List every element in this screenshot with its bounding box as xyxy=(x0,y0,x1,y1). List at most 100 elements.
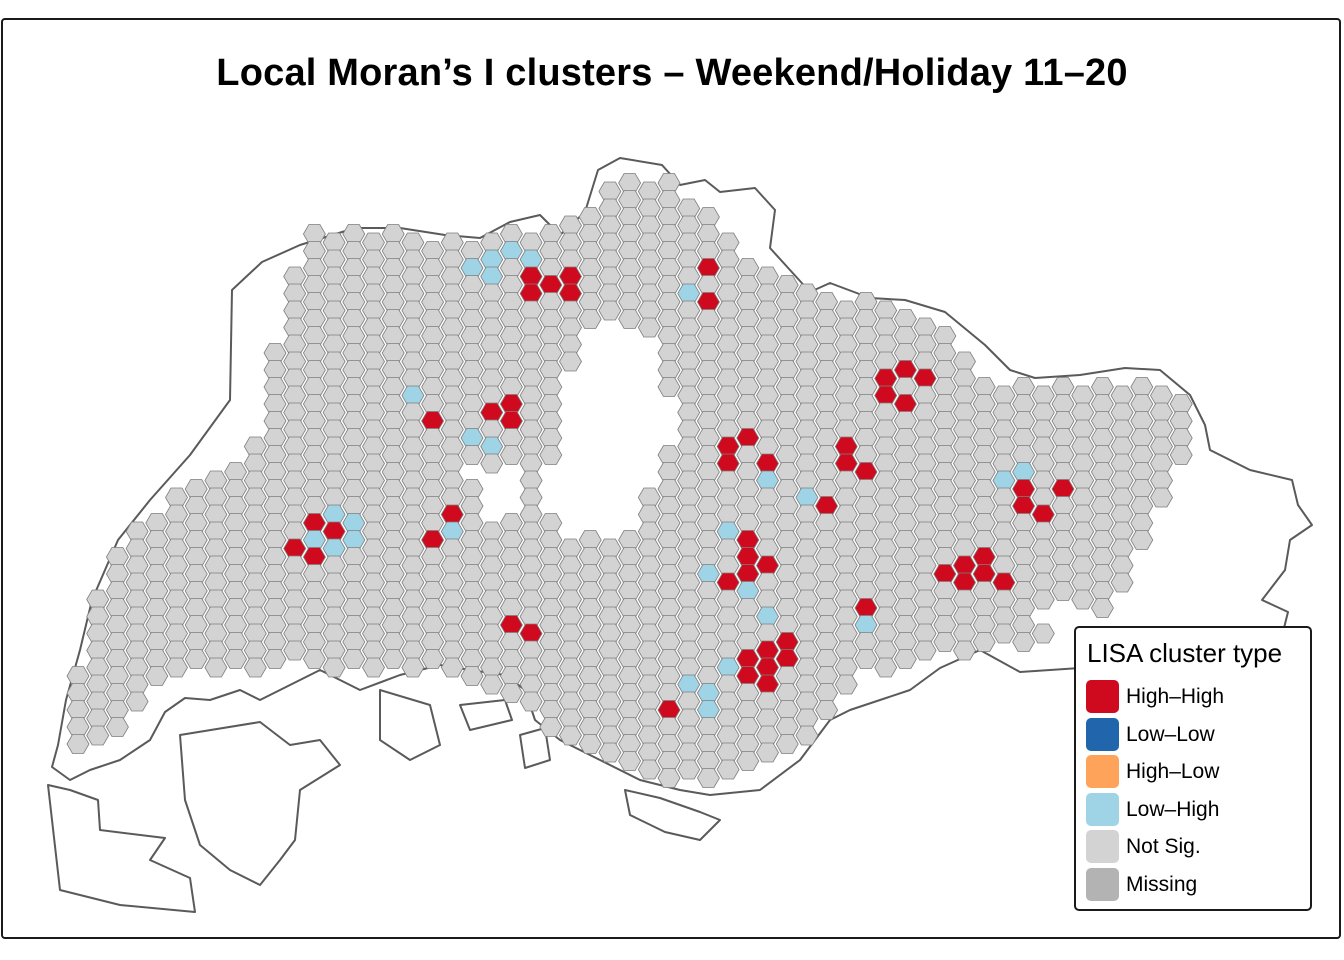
hex-cell-not-sig xyxy=(184,547,208,567)
hex-cell-not-sig xyxy=(263,598,287,618)
hex-cell-not-sig xyxy=(519,487,543,508)
hex-cell-not-sig xyxy=(637,640,661,661)
hex-cell-not-sig xyxy=(874,334,898,355)
hex-cell-not-sig xyxy=(421,649,445,669)
hex-cell-not-sig xyxy=(559,232,582,253)
hex-cell-not-sig xyxy=(1090,462,1114,482)
hex-cell-not-sig xyxy=(677,691,701,712)
hex-cell-not-sig xyxy=(716,504,740,525)
hex-cell-not-sig xyxy=(874,317,898,338)
hex-cell-not-sig xyxy=(66,700,90,720)
hex-cell-not-sig xyxy=(342,411,366,431)
hex-cell-not-sig xyxy=(539,700,563,720)
hex-cell-not-sig xyxy=(1051,496,1075,516)
hex-cell-not-sig xyxy=(677,589,701,610)
hex-cell-not-sig xyxy=(696,377,720,397)
hex-cell-not-sig xyxy=(243,589,267,610)
hex-cell-not-sig xyxy=(559,589,582,610)
hex-cell-not-sig xyxy=(756,589,779,610)
hex-cell-not-sig xyxy=(618,598,642,618)
hex-cell-not-sig xyxy=(184,581,208,601)
hex-cell-not-sig xyxy=(637,725,661,746)
hex-cell-not-sig xyxy=(480,589,504,610)
hex-cell-not-sig xyxy=(578,700,602,720)
hex-cell-high-high xyxy=(874,368,898,389)
hex-cell-not-sig xyxy=(322,266,346,287)
hex-cell-not-sig xyxy=(519,334,543,355)
hex-cell-not-sig xyxy=(578,564,602,584)
hex-cell-high-high xyxy=(815,496,839,516)
hex-cell-not-sig xyxy=(893,632,917,652)
hex-cell-not-sig xyxy=(677,385,701,406)
hex-cell-not-sig xyxy=(696,717,720,737)
hex-cell-not-sig xyxy=(401,640,425,661)
hex-cell-not-sig xyxy=(421,326,445,346)
hex-cell-low-high xyxy=(460,428,484,448)
hex-cell-high-high xyxy=(736,530,760,550)
hex-cell-not-sig xyxy=(539,632,563,652)
legend-label-high-high: High–High xyxy=(1126,685,1225,708)
legend-swatch-low-high xyxy=(1086,793,1119,826)
hex-cell-not-sig xyxy=(342,479,366,499)
hex-cell-not-sig xyxy=(913,487,937,508)
hex-cell-not-sig xyxy=(913,572,937,593)
hex-cell-not-sig xyxy=(460,241,484,261)
hex-cell-not-sig xyxy=(618,649,642,669)
hex-cell-not-sig xyxy=(401,555,425,576)
hex-cell-not-sig xyxy=(834,334,858,355)
hex-cell-not-sig xyxy=(756,487,779,508)
hex-cell-not-sig xyxy=(460,292,484,312)
hex-cell-not-sig xyxy=(815,343,839,363)
port-jetties xyxy=(379,689,551,769)
hex-cell-not-sig xyxy=(165,623,188,644)
hex-cell-not-sig xyxy=(105,598,129,618)
hex-cell-not-sig xyxy=(302,326,326,346)
hex-cell-not-sig xyxy=(421,581,445,601)
hex-cell-not-sig xyxy=(657,343,681,363)
hex-cell-not-sig xyxy=(1130,513,1154,533)
hex-cell-not-sig xyxy=(854,445,878,465)
hex-cell-not-sig xyxy=(716,674,740,695)
hex-cell-not-sig xyxy=(342,326,366,346)
hex-cell-not-sig xyxy=(736,598,760,618)
hex-cell-not-sig xyxy=(1090,479,1114,499)
hex-cell-not-sig xyxy=(677,232,701,253)
hex-cell-not-sig xyxy=(657,292,681,312)
hex-cell-not-sig xyxy=(499,292,523,312)
hex-cell-not-sig xyxy=(992,504,1016,525)
hex-cell-not-sig xyxy=(637,215,661,236)
hex-cell-not-sig xyxy=(1031,419,1055,440)
hex-cell-not-sig xyxy=(775,411,799,431)
hex-cell-not-sig xyxy=(618,309,642,329)
hex-cell-not-sig xyxy=(657,734,681,754)
hex-cell-not-sig xyxy=(657,768,681,788)
hex-cell-not-sig xyxy=(263,513,287,533)
hex-cell-not-sig xyxy=(421,479,445,499)
hex-cell-not-sig xyxy=(460,360,484,380)
hex-cell-high-high xyxy=(657,700,681,720)
legend-swatch-not-sig xyxy=(1086,830,1119,863)
hex-cell-not-sig xyxy=(362,504,385,525)
hex-cell-not-sig xyxy=(815,462,839,482)
hex-cell-not-sig xyxy=(657,564,681,584)
hex-cell-not-sig xyxy=(598,538,622,559)
hex-cell-not-sig xyxy=(421,615,445,635)
hex-cell-not-sig xyxy=(992,623,1016,644)
hex-cell-not-sig xyxy=(736,258,760,278)
hex-cell-not-sig xyxy=(165,555,188,576)
hex-cell-not-sig xyxy=(559,555,582,576)
sentosa-island xyxy=(624,789,721,841)
hex-cell-not-sig xyxy=(933,581,957,601)
hex-cell-not-sig xyxy=(499,326,523,346)
hex-cell-not-sig xyxy=(362,317,385,338)
hex-cell-not-sig xyxy=(302,462,326,482)
hex-cell-not-sig xyxy=(1150,470,1173,491)
hex-cell-not-sig xyxy=(204,521,228,542)
hex-cell-not-sig xyxy=(381,292,405,312)
hex-cell-not-sig xyxy=(184,649,208,669)
hex-cell-not-sig xyxy=(795,538,819,559)
hex-cell-not-sig xyxy=(362,572,385,593)
hex-cell-not-sig xyxy=(539,411,563,431)
hex-cell-not-sig xyxy=(834,521,858,542)
hex-cell-not-sig xyxy=(775,360,799,380)
